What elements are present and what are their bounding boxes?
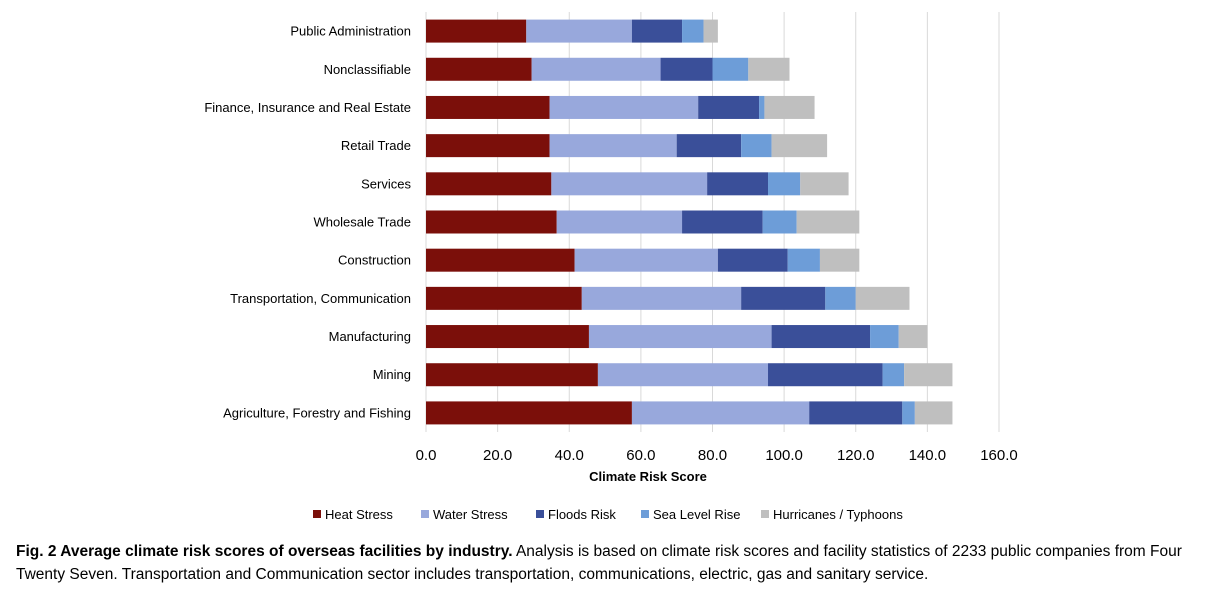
category-label: Nonclassifiable bbox=[324, 62, 411, 77]
category-label: Public Administration bbox=[290, 24, 411, 39]
legend-swatch bbox=[641, 510, 649, 518]
caption-text: Analysis is based on climate risk scores… bbox=[16, 543, 1182, 583]
category-label: Manufacturing bbox=[329, 329, 411, 344]
legend-swatch bbox=[761, 510, 769, 518]
bar-segment bbox=[712, 57, 749, 81]
bar-segment bbox=[526, 19, 632, 43]
category-label: Mining bbox=[373, 367, 411, 382]
category-label: Transportation, Communication bbox=[230, 291, 411, 306]
bar-segment bbox=[855, 286, 910, 310]
bar-segment bbox=[549, 95, 699, 119]
legend-label: Water Stress bbox=[433, 507, 508, 522]
x-tick-labels: 0.0 20.0 40.0 60.0 80.0 100.0 120.0 140.0 160.0 bbox=[416, 447, 1018, 464]
x-tick-label: 80.0 bbox=[698, 447, 727, 464]
category-labels: Public Administration Nonclassifiable Fina… bbox=[204, 24, 411, 421]
bar-segment bbox=[914, 401, 953, 425]
bar-segment bbox=[759, 95, 765, 119]
x-tick-label: 60.0 bbox=[626, 447, 655, 464]
bar-segment bbox=[809, 401, 903, 425]
category-label: Construction bbox=[338, 253, 411, 268]
bar-segment bbox=[426, 401, 632, 425]
bar-segment bbox=[787, 248, 820, 272]
x-tick-label: 20.0 bbox=[483, 447, 512, 464]
bar-segment bbox=[771, 134, 828, 158]
bar-segment bbox=[426, 363, 598, 387]
bar-segment bbox=[762, 210, 797, 234]
bar-segment bbox=[825, 286, 856, 310]
bar-segment bbox=[660, 57, 713, 81]
legend-label: Sea Level Rise bbox=[653, 507, 740, 522]
bar-segment bbox=[631, 19, 683, 43]
category-label: Retail Trade bbox=[341, 138, 411, 153]
figure-caption: Fig. 2 Average climate risk scores of ov… bbox=[16, 540, 1206, 586]
bar-segment bbox=[768, 172, 801, 196]
legend-swatch bbox=[421, 510, 429, 518]
bar-segment bbox=[551, 172, 708, 196]
bar-segment bbox=[682, 210, 763, 234]
bar-segment bbox=[748, 57, 790, 81]
bar-segment bbox=[556, 210, 683, 234]
bar-segment bbox=[703, 19, 718, 43]
bar-segment bbox=[819, 248, 860, 272]
bar-segment bbox=[768, 363, 883, 387]
bar-segment bbox=[771, 325, 871, 349]
bar-segment bbox=[426, 325, 589, 349]
bar-segment bbox=[531, 57, 661, 81]
x-tick-label: 140.0 bbox=[909, 447, 947, 464]
bar-segment bbox=[882, 363, 905, 387]
bar-segment bbox=[717, 248, 788, 272]
bar-segment bbox=[426, 248, 575, 272]
x-tick-label: 0.0 bbox=[416, 447, 437, 464]
category-label: Agriculture, Forestry and Fishing bbox=[223, 405, 411, 420]
bar-segment bbox=[426, 134, 550, 158]
bar-segment bbox=[597, 363, 769, 387]
bar-segment bbox=[870, 325, 899, 349]
bar-segment bbox=[741, 286, 826, 310]
bar-segment bbox=[581, 286, 742, 310]
legend: Heat Stress Water Stress Floods Risk Sea Le… bbox=[313, 507, 903, 522]
bar-segment bbox=[707, 172, 769, 196]
x-tick-label: 40.0 bbox=[555, 447, 584, 464]
bar-segment bbox=[426, 286, 582, 310]
bar-segment bbox=[902, 401, 915, 425]
x-axis-title: Climate Risk Score bbox=[589, 469, 707, 484]
bar-segment bbox=[698, 95, 760, 119]
bar-segment bbox=[426, 95, 550, 119]
legend-swatch bbox=[313, 510, 321, 518]
x-tick-label: 120.0 bbox=[837, 447, 875, 464]
bar-segment bbox=[426, 172, 552, 196]
bar-segment bbox=[904, 363, 953, 387]
bar-segment bbox=[574, 248, 718, 272]
bar-segment bbox=[898, 325, 928, 349]
legend-label: Floods Risk bbox=[548, 507, 616, 522]
legend-label: Hurricanes / Typhoons bbox=[773, 507, 903, 522]
bar-segment bbox=[549, 134, 677, 158]
bar-segment bbox=[796, 210, 860, 234]
bar-segment bbox=[588, 325, 772, 349]
bar-segment bbox=[764, 95, 815, 119]
bars bbox=[426, 19, 953, 425]
x-tick-label: 100.0 bbox=[765, 447, 803, 464]
bar-segment bbox=[426, 57, 532, 81]
legend-swatch bbox=[536, 510, 544, 518]
category-label: Services bbox=[361, 176, 411, 191]
bar-segment bbox=[800, 172, 849, 196]
category-label: Finance, Insurance and Real Estate bbox=[204, 100, 411, 115]
category-label: Wholesale Trade bbox=[313, 215, 411, 230]
bar-segment bbox=[631, 401, 810, 425]
bar-segment bbox=[741, 134, 772, 158]
bar-segment bbox=[426, 210, 557, 234]
bar-segment bbox=[682, 19, 704, 43]
caption-label: Fig. 2 Average climate risk scores of ov… bbox=[16, 543, 513, 560]
x-tick-label: 160.0 bbox=[980, 447, 1018, 464]
legend-label: Heat Stress bbox=[325, 507, 393, 522]
bar-segment bbox=[676, 134, 742, 158]
stacked-bar-chart: Public Administration Nonclassifiable Fina… bbox=[204, 12, 1018, 522]
bar-segment bbox=[426, 19, 527, 43]
